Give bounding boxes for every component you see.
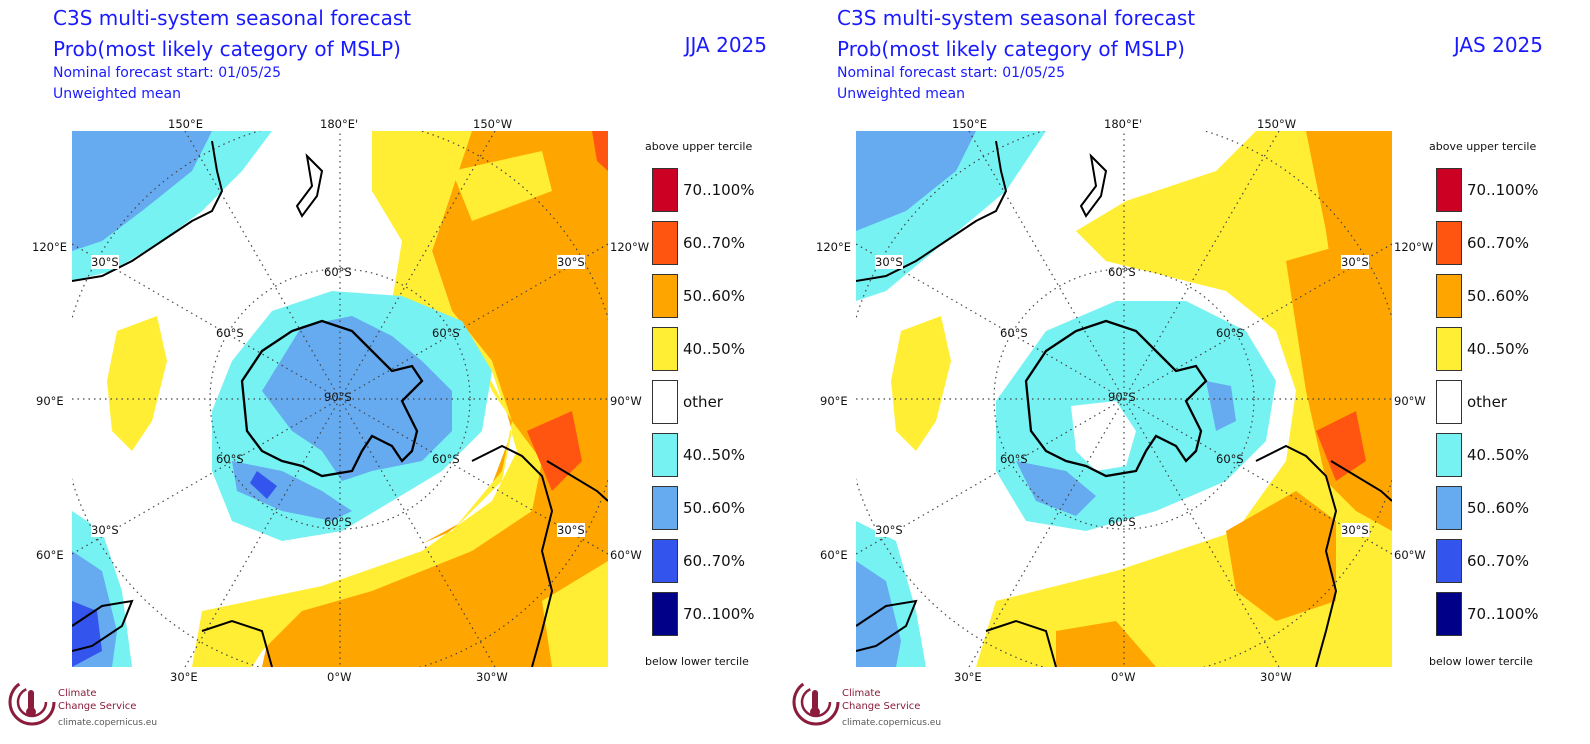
lon-label-30e: 30°E [954, 670, 982, 684]
forecast-start: Nominal forecast start: 01/05/25 [53, 65, 282, 81]
lat-label-60s: 60°S [432, 326, 460, 340]
c3s-logo-icon [792, 678, 840, 726]
lat-label-30s: 30°S [875, 255, 903, 269]
legend-above-label: above upper tercile [1429, 140, 1537, 153]
forecast-panel-jas: C3S multi-system seasonal forecast Prob(… [784, 0, 1579, 744]
mslp-probability-map [856, 131, 1392, 667]
lon-label-150e: 150°E [168, 117, 203, 131]
c3s-logo-icon [8, 678, 56, 726]
lon-label-30w: 30°W [476, 670, 508, 684]
lat-label-90s: 90°S [324, 390, 352, 404]
lon-label-90w: 90°W [610, 394, 642, 408]
lat-label-60s: 60°S [1216, 452, 1244, 466]
season-label: JAS 2025 [1453, 33, 1543, 57]
lon-label-60e: 60°E [36, 548, 64, 562]
lon-label-150w: 150°W [1257, 117, 1297, 131]
lat-label-90s: 90°S [1108, 390, 1136, 404]
logo-line2: Change Service [58, 701, 137, 712]
lat-label-30s: 30°S [557, 255, 585, 269]
lon-label-60w: 60°W [610, 548, 642, 562]
lon-label-0w: 0°W [327, 670, 352, 684]
panel-subtitle: Prob(most likely category of MSLP) [53, 37, 401, 61]
logo-line1: Climate [842, 688, 881, 699]
lat-label-60s: 60°S [1000, 452, 1028, 466]
lon-label-0w: 0°W [1111, 670, 1136, 684]
panel-title: C3S multi-system seasonal forecast [837, 6, 1196, 30]
lat-label-60s: 60°S [1216, 326, 1244, 340]
lat-label-30s: 30°S [557, 523, 585, 537]
lat-label-30s: 30°S [1341, 255, 1369, 269]
lat-label-60s: 60°S [1000, 326, 1028, 340]
lon-label-30e: 30°E [170, 670, 198, 684]
lat-label-60s: 60°S [1108, 515, 1136, 529]
lon-label-180: 180°E' [1104, 117, 1143, 131]
lon-label-150w: 150°W [473, 117, 513, 131]
legend-below-label: below lower tercile [1429, 655, 1533, 668]
lat-label-60s: 60°S [216, 326, 244, 340]
lat-label-30s: 30°S [91, 523, 119, 537]
lon-label-120w: 120°W [1394, 240, 1434, 254]
logo-line1: Climate [58, 688, 97, 699]
ensemble-method: Unweighted mean [53, 86, 181, 102]
lon-label-150e: 150°E [952, 117, 987, 131]
lon-label-60w: 60°W [1394, 548, 1426, 562]
lat-label-60s: 60°S [324, 515, 352, 529]
legend-below-label: below lower tercile [645, 655, 749, 668]
lon-label-30w: 30°W [1260, 670, 1292, 684]
copernicus-logo: Climate Change Service climate.copernicu… [790, 676, 1010, 736]
lat-label-60s: 60°S [324, 265, 352, 279]
lat-label-30s: 30°S [875, 523, 903, 537]
lat-label-60s: 60°S [432, 452, 460, 466]
lat-label-60s: 60°S [216, 452, 244, 466]
lon-label-120w: 120°W [610, 240, 650, 254]
map-canvas [856, 131, 1392, 667]
mslp-probability-map [72, 131, 608, 667]
ensemble-method: Unweighted mean [837, 86, 965, 102]
panel-title: C3S multi-system seasonal forecast [53, 6, 412, 30]
lon-label-120e: 120°E [816, 240, 851, 254]
map-canvas [72, 131, 608, 667]
copernicus-logo: Climate Change Service climate.copernicu… [6, 676, 226, 736]
lon-label-120e: 120°E [32, 240, 67, 254]
lat-label-30s: 30°S [91, 255, 119, 269]
lon-label-90e: 90°E [820, 394, 848, 408]
lon-label-60e: 60°E [820, 548, 848, 562]
lon-label-90e: 90°E [36, 394, 64, 408]
logo-line2: Change Service [842, 701, 921, 712]
lon-label-90w: 90°W [1394, 394, 1426, 408]
forecast-panel-jja: C3S multi-system seasonal forecast Prob(… [6, 6, 767, 736]
season-label: JJA 2025 [684, 33, 767, 57]
lat-label-60s: 60°S [1108, 265, 1136, 279]
panel-subtitle: Prob(most likely category of MSLP) [837, 37, 1185, 61]
logo-url[interactable]: climate.copernicus.eu [58, 718, 158, 728]
lat-label-30s: 30°S [1341, 523, 1369, 537]
legend-above-label: above upper tercile [645, 140, 753, 153]
logo-url[interactable]: climate.copernicus.eu [842, 718, 942, 728]
forecast-start: Nominal forecast start: 01/05/25 [837, 65, 1066, 81]
lon-label-180: 180°E' [320, 117, 359, 131]
